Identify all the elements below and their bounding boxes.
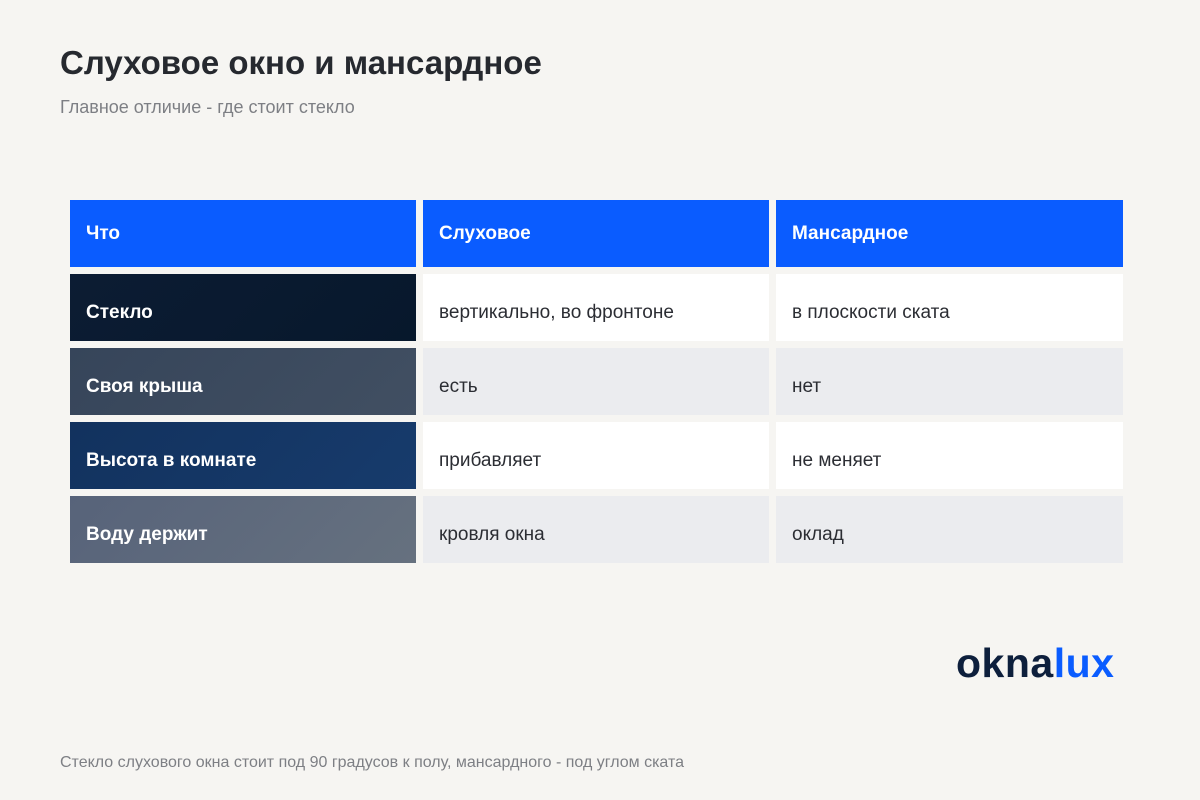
logo-part-lux: lux — [1053, 640, 1115, 686]
row-label-water-sealing: Воду держит — [70, 496, 416, 563]
column-header-dormer: Слуховое — [423, 200, 769, 267]
column-header-roof-window: Мансардное — [776, 200, 1123, 267]
page-subtitle: Главное отличие - где стоит стекло — [60, 97, 355, 117]
page-title: Слуховое окно и мансардное — [60, 44, 542, 81]
brand-logo: oknalux — [956, 640, 1114, 687]
table-cell-roof-water-sealing: оклад — [776, 496, 1123, 563]
row-label-own-roof: Своя крыша — [70, 348, 416, 415]
column-header-what: Что — [70, 200, 416, 267]
table-cell-dormer-room-height: прибавляет — [423, 422, 769, 489]
table-cell-roof-glass: в плоскости ската — [776, 274, 1123, 341]
row-label-glass: Стекло — [70, 274, 416, 341]
row-label-room-height: Высота в комнате — [70, 422, 416, 489]
logo-part-okna: okna — [956, 640, 1054, 686]
table-cell-roof-room-height: не меняет — [776, 422, 1123, 489]
comparison-table: Что Слуховое Мансардное Стекло вертикаль… — [70, 200, 1123, 563]
table-cell-roof-own-roof: нет — [776, 348, 1123, 415]
table-cell-dormer-glass: вертикально, во фронтоне — [423, 274, 769, 341]
table-cell-dormer-own-roof: есть — [423, 348, 769, 415]
footer-note: Стекло слухового окна стоит под 90 граду… — [60, 754, 685, 771]
table-cell-dormer-water-sealing: кровля окна — [423, 496, 769, 563]
